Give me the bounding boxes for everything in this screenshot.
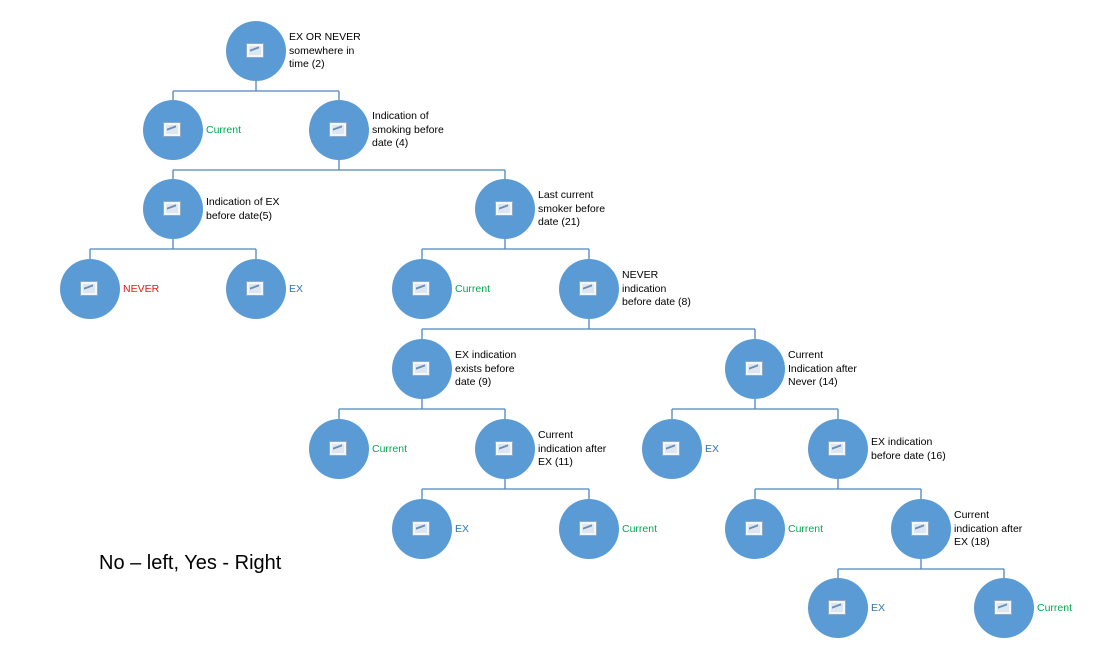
node-label: Current indication after EX (11) [538,429,607,469]
image-placeholder-icon [495,441,513,456]
image-placeholder-icon [163,122,181,137]
image-placeholder-icon [579,281,597,296]
image-placeholder-icon [745,361,763,376]
decision-node-n14 [725,339,785,399]
image-placeholder-icon [163,201,181,216]
node-label: Current [1037,602,1073,614]
decision-node-n8 [559,259,619,319]
image-placeholder-icon [80,281,98,296]
image-placeholder-icon [994,600,1012,615]
node-label: Current [206,124,242,136]
node-label: EX indication before date (16) [871,436,946,462]
decision-node-n5 [143,179,203,239]
decision-node-n21 [475,179,535,239]
outcome-node-o_ex1 [226,259,286,319]
node-label: EX OR NEVER somewhere in time (2) [289,31,361,71]
outcome-node-o_ex4 [808,578,868,638]
node-label: EX [705,443,720,455]
node-label: Current [622,523,658,535]
node-label: EX [455,523,470,535]
diagram-caption: No – left, Yes - Right [99,552,282,574]
outcome-node-o_never [60,259,120,319]
image-placeholder-icon [412,521,430,536]
decision-node-n11 [475,419,535,479]
image-placeholder-icon [579,521,597,536]
decision-node-n16 [808,419,868,479]
node-label: Indication of EX before date(5) [206,196,280,222]
node-label: EX indication exists before date (9) [455,349,517,389]
image-placeholder-icon [246,281,264,296]
image-placeholder-icon [911,521,929,536]
node-label: EX [871,602,886,614]
outcome-node-c5 [725,499,785,559]
image-placeholder-icon [329,441,347,456]
node-label: Indication of smoking before date (4) [372,110,444,150]
decision-node-n2 [226,21,286,81]
image-placeholder-icon [246,43,264,58]
node-label: Current [455,283,491,295]
outcome-node-c6 [974,578,1034,638]
node-label: EX [289,283,304,295]
node-label: Last current smoker before date (21) [538,189,606,229]
outcome-node-c2 [392,259,452,319]
outcome-node-o_ex2 [642,419,702,479]
image-placeholder-icon [329,122,347,137]
image-placeholder-icon [745,521,763,536]
outcome-node-c3 [309,419,369,479]
outcome-node-c4 [559,499,619,559]
image-placeholder-icon [412,361,430,376]
image-placeholder-icon [495,201,513,216]
decision-node-n18 [891,499,951,559]
node-label: Current [788,523,824,535]
outcome-node-o_ex3 [392,499,452,559]
decision-node-n9 [392,339,452,399]
image-placeholder-icon [828,600,846,615]
node-label: NEVER indication before date (8) [622,269,691,309]
image-placeholder-icon [662,441,680,456]
node-label: NEVER [123,283,160,295]
outcome-node-c1 [143,100,203,160]
decision-node-n4 [309,100,369,160]
node-label: Current [372,443,408,455]
image-placeholder-icon [412,281,430,296]
image-placeholder-icon [828,441,846,456]
node-label: Current Indication after Never (14) [788,349,857,389]
node-label: Current indication after EX (18) [954,509,1023,549]
